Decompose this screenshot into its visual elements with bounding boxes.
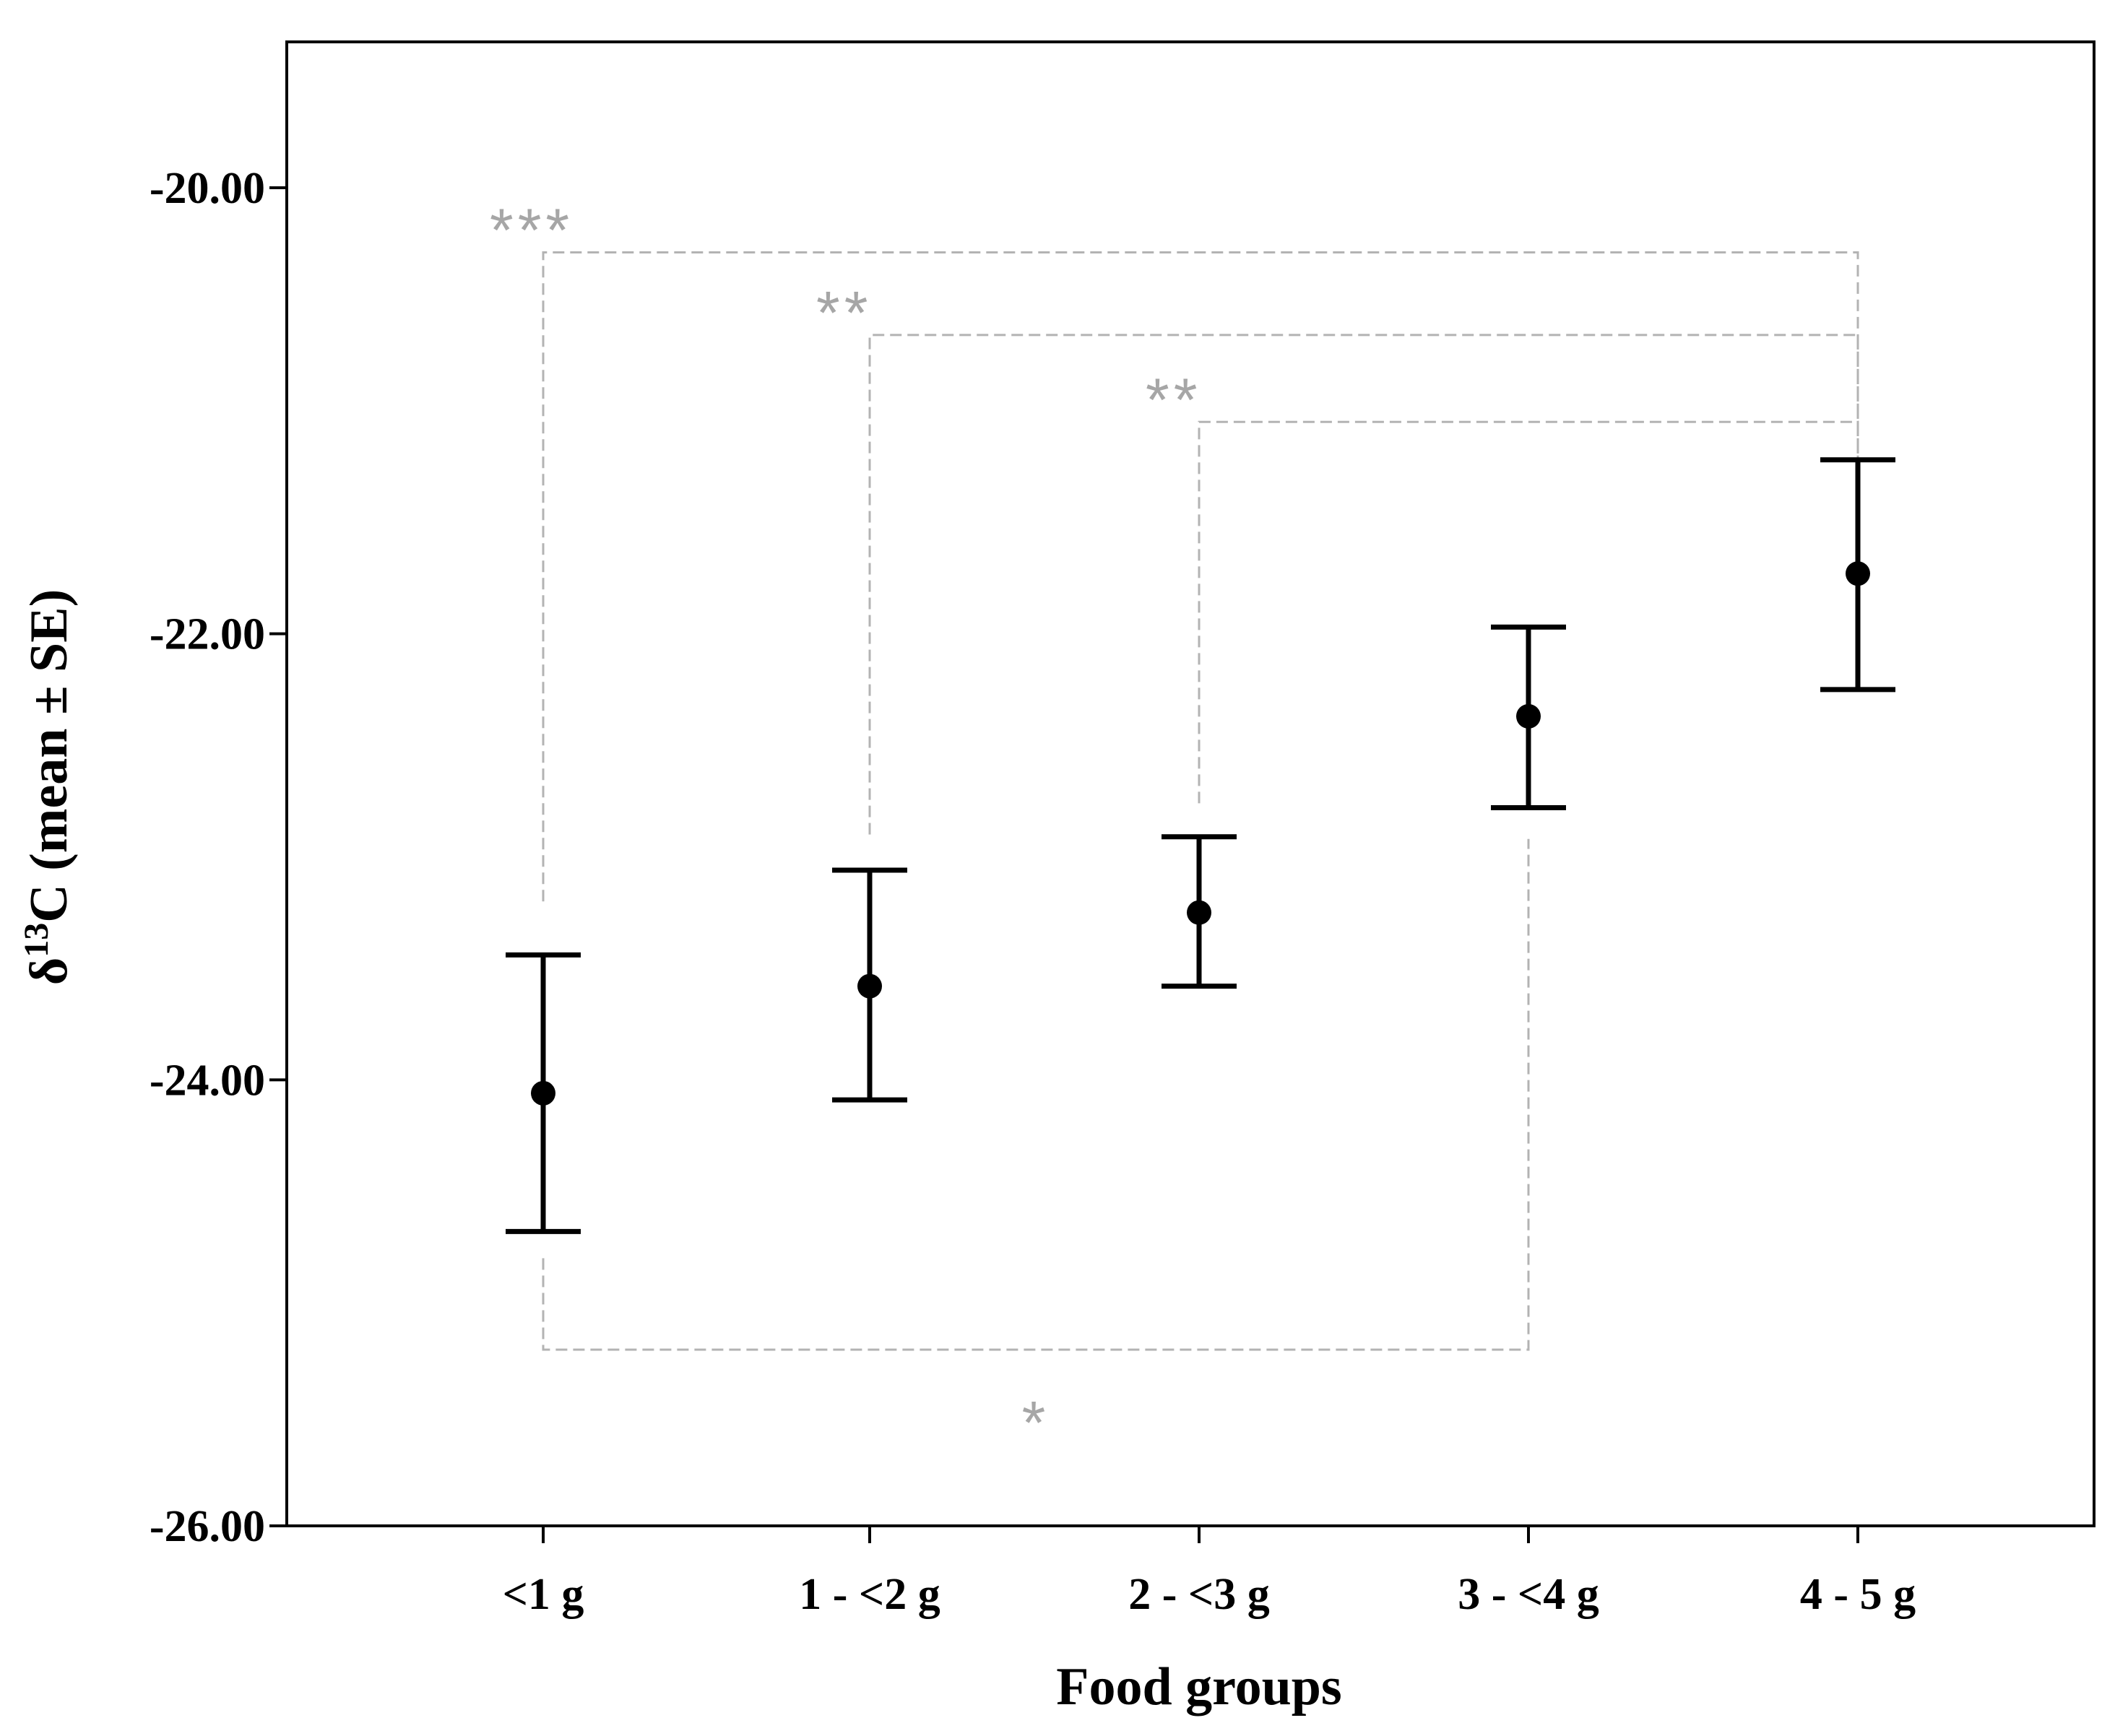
- x-tick-label: <1 g: [503, 1570, 584, 1619]
- y-axis-title-superscript: 13: [17, 923, 56, 958]
- mean-point: [1846, 561, 1870, 586]
- significance-label: **: [1146, 365, 1201, 433]
- significance-label: *: [1022, 1389, 1050, 1457]
- x-axis: <1 g 1 - <2 g 2 - <3 g 3 - <4 g 4 - 5 g: [503, 1526, 1916, 1619]
- y-tick-label: -26.00: [150, 1502, 265, 1551]
- y-tick-label: -22.00: [150, 610, 265, 659]
- mean-point: [1187, 900, 1211, 925]
- y-axis: -20.00 -22.00 -24.00 -26.00: [150, 164, 287, 1551]
- y-tick-label: -24.00: [150, 1056, 265, 1105]
- x-tick-label: 3 - <4 g: [1458, 1570, 1599, 1619]
- y-axis-title-prefix: δ: [20, 958, 79, 985]
- significance-label: ***: [490, 196, 574, 264]
- significance-bracket: [542, 251, 1859, 902]
- significance-label: **: [816, 279, 872, 347]
- y-axis-title: δ13C (mean ± SE): [17, 589, 79, 985]
- error-bars: [506, 457, 1895, 1234]
- mean-point: [531, 1080, 555, 1106]
- significance-bracket: [868, 334, 1859, 835]
- x-tick-label: 4 - 5 g: [1800, 1570, 1916, 1619]
- significance-bracket: [1198, 420, 1859, 804]
- x-tick-label: 1 - <2 g: [799, 1570, 940, 1619]
- significance-bracket: [542, 838, 1530, 1351]
- y-axis-title-suffix: C (mean ± SE): [20, 589, 79, 923]
- significance-brackets: ********: [490, 196, 1859, 1457]
- y-tick-label: -20.00: [150, 164, 265, 213]
- mean-point: [1516, 703, 1541, 729]
- x-axis-title: Food groups: [1056, 1657, 1341, 1717]
- x-tick-label: 2 - <3 g: [1128, 1570, 1269, 1619]
- plot-frame: [285, 40, 2095, 1527]
- mean-point: [857, 973, 882, 999]
